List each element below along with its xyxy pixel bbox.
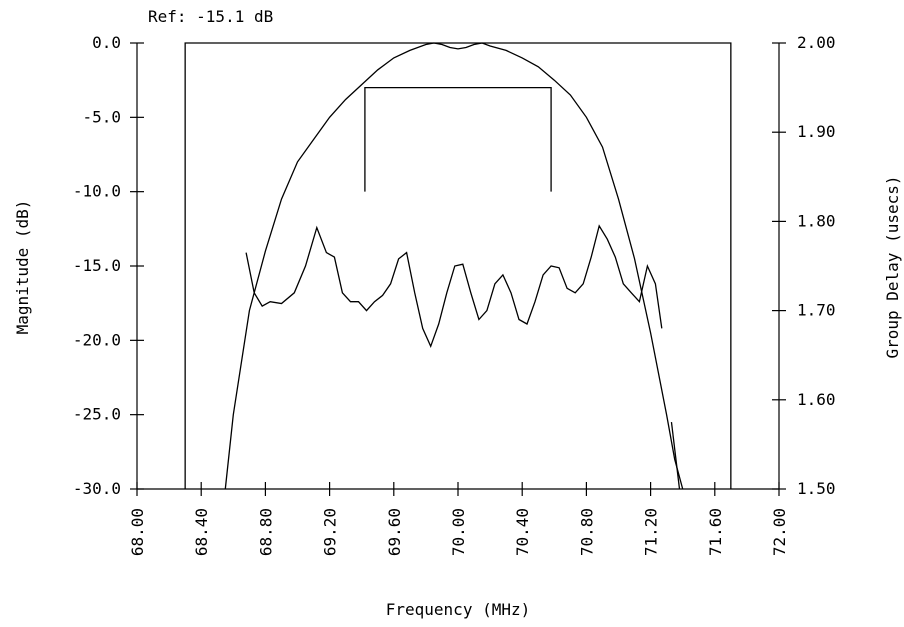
y-left-tick-label: -10.0 bbox=[73, 182, 121, 201]
plot-axes bbox=[136, 43, 780, 490]
y-left-axis-label: Magnitude (dB) bbox=[13, 200, 32, 335]
x-tick-label: 69.60 bbox=[385, 508, 404, 556]
x-tick-label: 68.80 bbox=[256, 508, 275, 556]
x-tick-label: 68.00 bbox=[128, 508, 147, 556]
x-tick-label: 71.20 bbox=[642, 508, 661, 556]
y-right-tick-label: 1.80 bbox=[797, 211, 836, 230]
plot-series bbox=[224, 42, 684, 490]
y-right-tick-label: 1.90 bbox=[797, 122, 836, 141]
x-tick-label: 68.40 bbox=[192, 508, 211, 556]
y-left-tick-label: -30.0 bbox=[73, 479, 121, 498]
y-left-tick-label: 0.0 bbox=[92, 33, 121, 52]
x-tick-label: 70.40 bbox=[513, 508, 532, 556]
y-left-tick-label: -25.0 bbox=[73, 405, 121, 424]
y-right-tick-label: 1.50 bbox=[797, 479, 836, 498]
reference-level-label: Ref: -15.1 dB bbox=[148, 7, 273, 26]
group-delay-line bbox=[245, 224, 663, 349]
passband-box bbox=[184, 42, 732, 489]
x-tick-label: 72.00 bbox=[770, 508, 789, 556]
axis-ticks: 68.00 68.40 68.80 69.20 69.60 70.00 70.40 70.80… bbox=[73, 33, 836, 556]
marker-segment bbox=[670, 422, 681, 490]
y-right-axis-label: Group Delay (usecs) bbox=[883, 175, 902, 358]
x-tick-label: 71.60 bbox=[706, 508, 725, 556]
x-axis-label: Frequency (MHz) bbox=[386, 600, 531, 619]
y-right-tick-label: 2.00 bbox=[797, 33, 836, 52]
plot-annotations bbox=[184, 42, 732, 490]
x-tick-label: 69.20 bbox=[321, 508, 340, 556]
x-tick-label: 70.00 bbox=[449, 508, 468, 556]
y-left-tick-label: -5.0 bbox=[82, 107, 121, 126]
bandwidth-bracket bbox=[364, 86, 552, 192]
y-left-tick-label: -20.0 bbox=[73, 330, 121, 349]
y-left-tick-label: -15.0 bbox=[73, 256, 121, 275]
y-right-tick-label: 1.60 bbox=[797, 390, 836, 409]
magnitude-line bbox=[224, 42, 684, 490]
y-right-tick-label: 1.70 bbox=[797, 301, 836, 320]
x-tick-label: 70.80 bbox=[577, 508, 596, 556]
